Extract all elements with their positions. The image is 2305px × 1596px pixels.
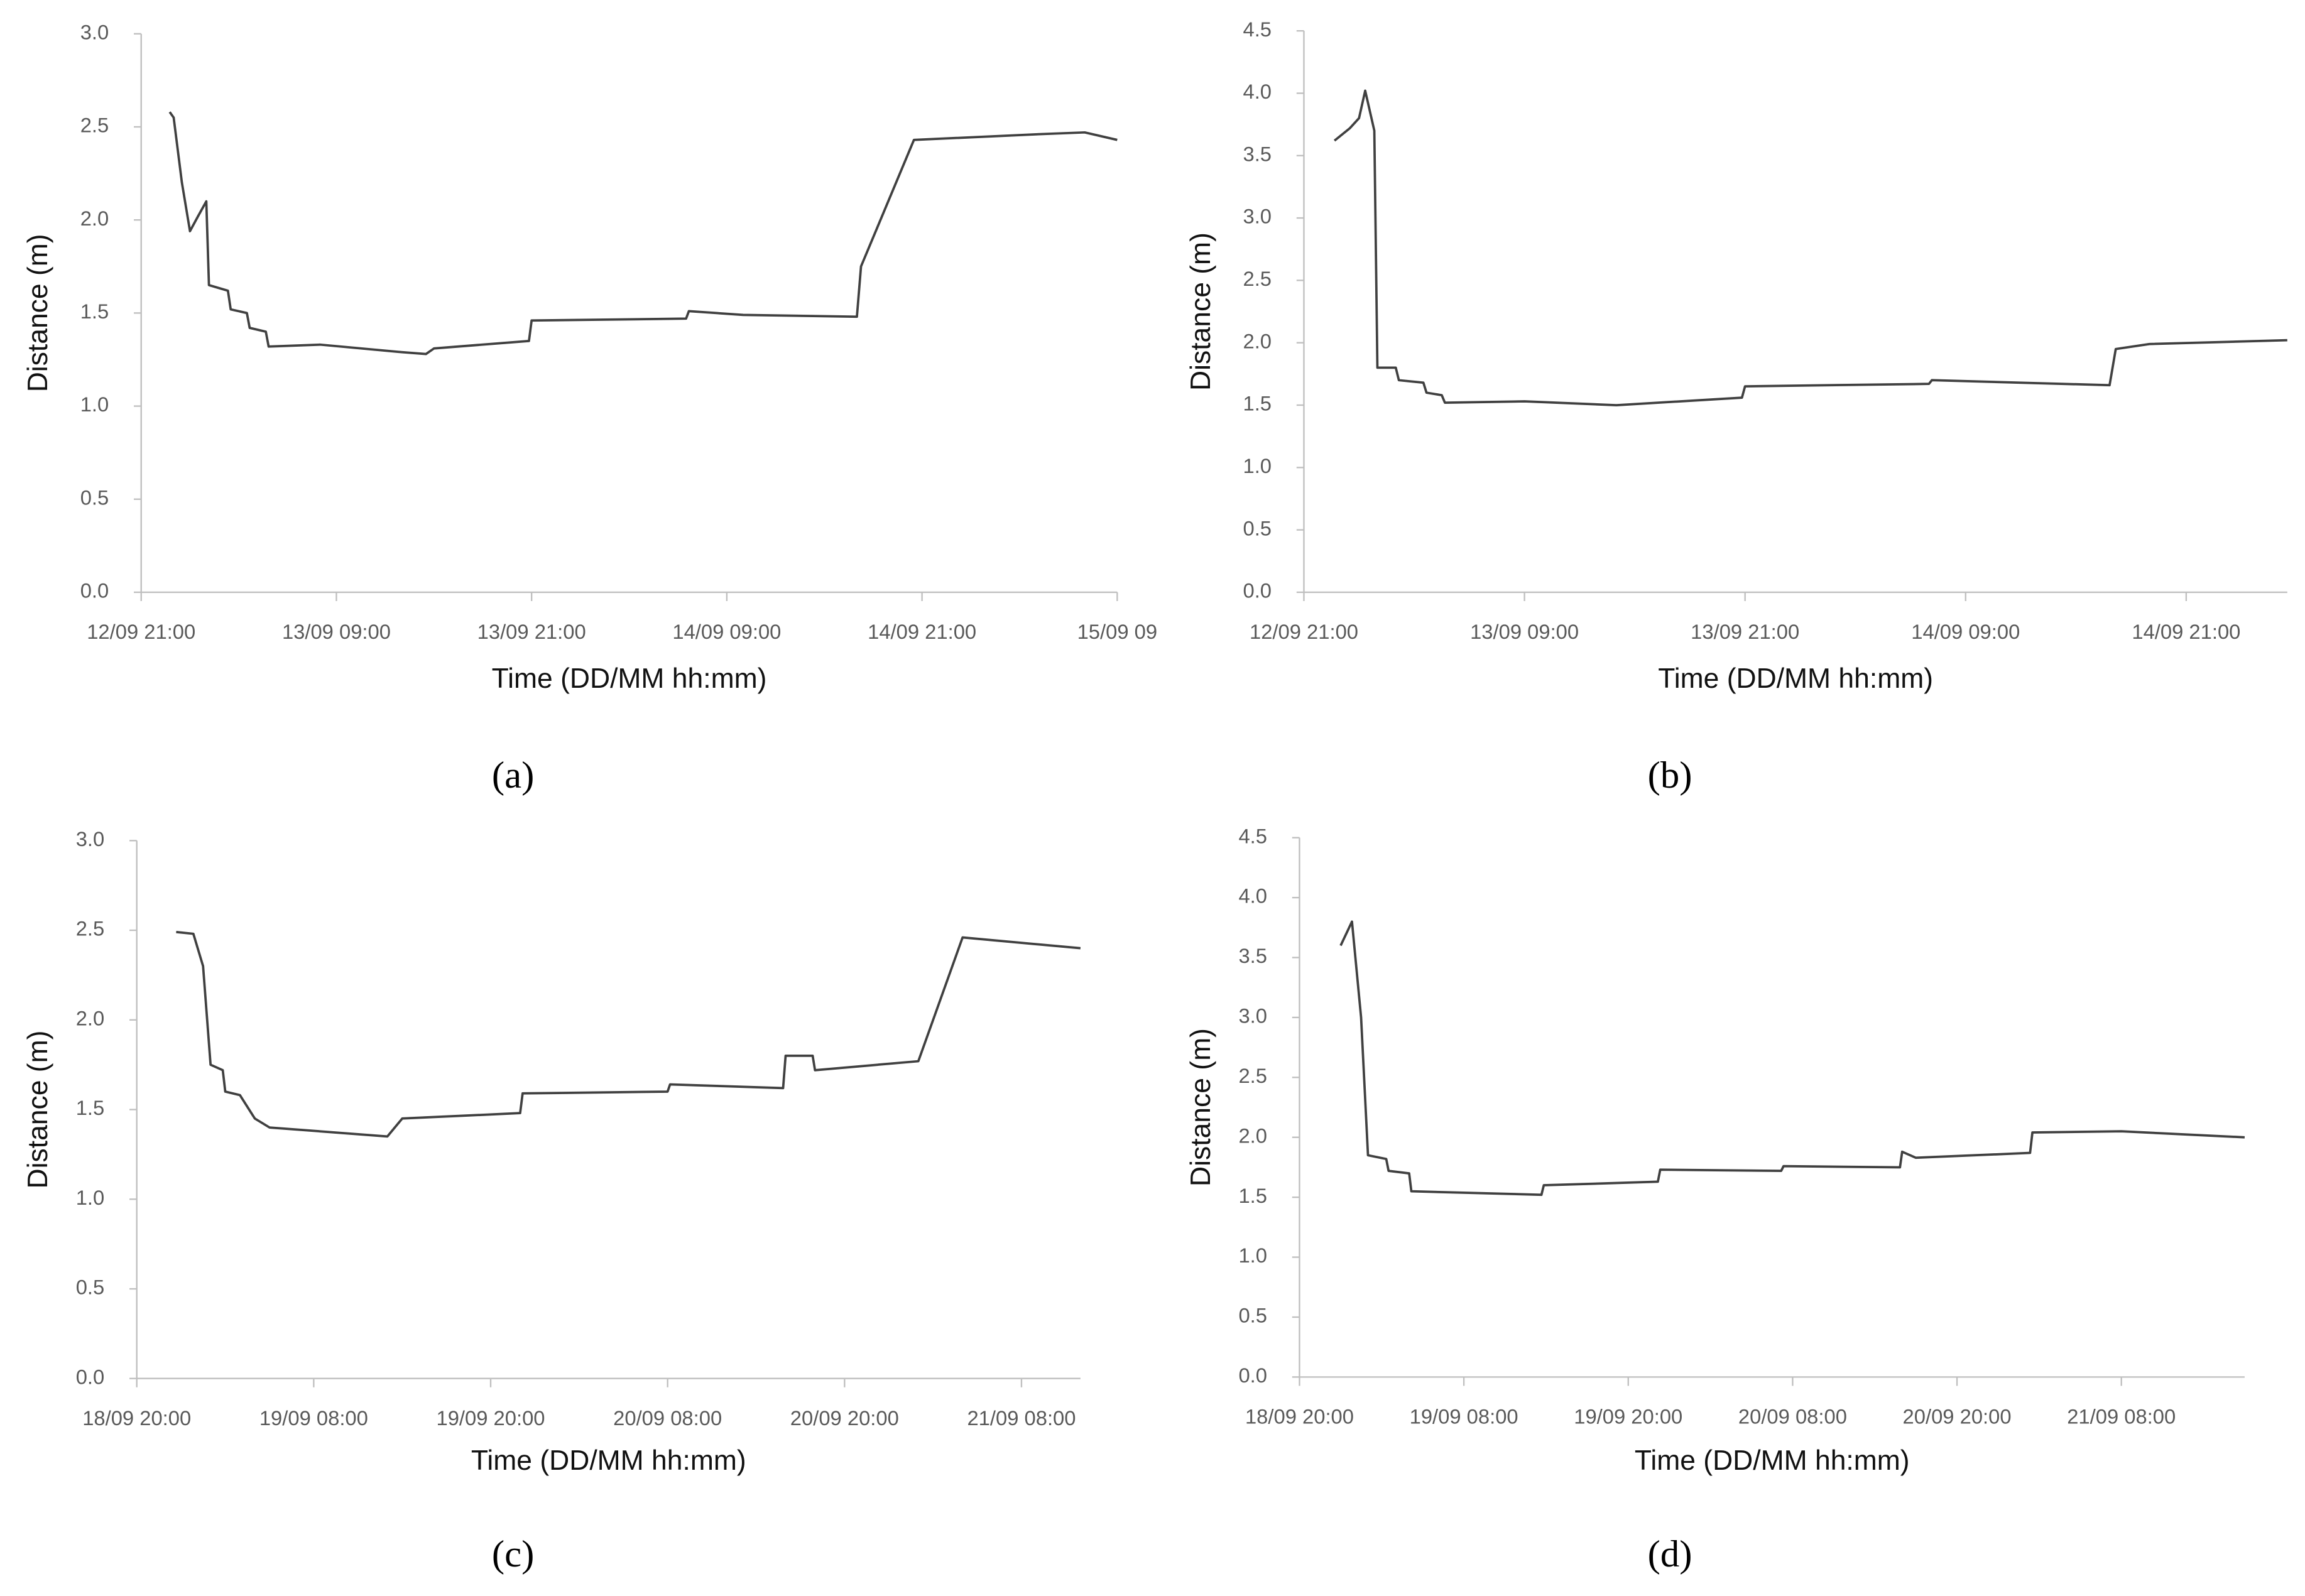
x-tick-label: 13/09 21:00 xyxy=(477,620,586,643)
panel-label: (c) xyxy=(492,1533,535,1575)
x-tick-label: 19/09 20:00 xyxy=(437,1406,545,1430)
x-tick-label: 13/09 21:00 xyxy=(1691,620,1799,643)
y-tick-label: 2.5 xyxy=(1243,267,1272,290)
x-axis-title: Time (DD/MM hh:mm) xyxy=(471,1445,746,1476)
x-tick-label: 15/09 09 xyxy=(1077,620,1157,643)
panel-label: (b) xyxy=(1648,754,1692,796)
y-tick-label: 2.0 xyxy=(76,1006,105,1029)
data-line xyxy=(1339,920,2245,1197)
x-tick-label: 14/09 21:00 xyxy=(2132,620,2240,643)
x-tick-label: 18/09 20:00 xyxy=(1245,1405,1354,1428)
y-tick-label: 1.5 xyxy=(1243,392,1272,415)
y-tick-label: 1.0 xyxy=(1238,1244,1267,1267)
y-axis-title: Distance (m) xyxy=(23,234,53,392)
y-tick-label: 0.0 xyxy=(1243,579,1272,602)
x-tick-label: 12/09 21:00 xyxy=(87,620,195,643)
y-axis-title: Distance (m) xyxy=(23,1031,53,1189)
y-tick-label: 3.5 xyxy=(1243,142,1272,165)
x-tick-label: 20/09 20:00 xyxy=(1903,1405,2012,1428)
y-tick-label: 0.0 xyxy=(80,579,109,602)
panel-label: (d) xyxy=(1648,1533,1692,1575)
x-tick-label: 20/09 08:00 xyxy=(613,1406,722,1430)
y-tick-label: 0.5 xyxy=(80,486,109,509)
y-tick-label: 1.0 xyxy=(80,393,109,416)
x-tick-label: 21/09 08:00 xyxy=(2067,1405,2176,1428)
x-tick-label: 18/09 20:00 xyxy=(82,1406,191,1430)
y-tick-label: 3.0 xyxy=(1238,1004,1267,1028)
x-tick-label: 19/09 08:00 xyxy=(1410,1405,1518,1428)
y-tick-label: 2.5 xyxy=(76,917,105,940)
y-tick-label: 4.0 xyxy=(1243,80,1272,103)
x-tick-label: 13/09 09:00 xyxy=(1470,620,1579,643)
y-tick-label: 3.0 xyxy=(1243,205,1272,228)
y-tick-label: 0.0 xyxy=(76,1365,105,1388)
y-tick-label: 3.5 xyxy=(1238,944,1267,967)
y-tick-label: 1.5 xyxy=(80,300,109,323)
x-tick-label: 19/09 20:00 xyxy=(1574,1405,1682,1428)
x-tick-label: 12/09 21:00 xyxy=(1250,620,1358,643)
y-tick-label: 4.5 xyxy=(1243,18,1272,41)
panel-label: (a) xyxy=(492,754,535,796)
data-line xyxy=(168,111,1118,356)
x-axis-title: Time (DD/MM hh:mm) xyxy=(492,663,767,694)
x-axis-title: Time (DD/MM hh:mm) xyxy=(1658,663,1933,694)
y-tick-label: 2.5 xyxy=(1238,1064,1267,1087)
x-axis-title: Time (DD/MM hh:mm) xyxy=(1635,1445,1910,1476)
y-tick-label: 0.5 xyxy=(1243,516,1272,540)
y-axis-title: Distance (m) xyxy=(1185,232,1216,391)
y-tick-label: 3.0 xyxy=(76,827,105,850)
x-tick-label: 20/09 08:00 xyxy=(1738,1405,1847,1428)
y-tick-label: 4.5 xyxy=(1238,824,1267,847)
y-tick-label: 0.5 xyxy=(1238,1304,1267,1327)
x-tick-label: 14/09 21:00 xyxy=(868,620,976,643)
y-tick-label: 2.0 xyxy=(1243,329,1272,352)
y-tick-label: 1.5 xyxy=(1238,1184,1267,1207)
x-tick-label: 21/09 08:00 xyxy=(967,1406,1076,1430)
x-tick-label: 14/09 09:00 xyxy=(1911,620,2020,643)
x-tick-label: 20/09 20:00 xyxy=(790,1406,899,1430)
y-axis-title: Distance (m) xyxy=(1185,1028,1216,1186)
y-tick-label: 4.0 xyxy=(1238,884,1267,908)
y-tick-label: 2.5 xyxy=(80,114,109,137)
y-tick-label: 0.0 xyxy=(1238,1364,1267,1387)
y-tick-label: 2.0 xyxy=(1238,1124,1267,1147)
x-tick-label: 13/09 09:00 xyxy=(282,620,391,643)
y-tick-label: 0.5 xyxy=(76,1276,105,1299)
y-tick-label: 2.0 xyxy=(80,207,109,230)
y-tick-label: 1.0 xyxy=(76,1186,105,1209)
y-tick-label: 1.5 xyxy=(76,1096,105,1119)
data-line xyxy=(1333,89,2287,406)
y-tick-label: 1.0 xyxy=(1243,454,1272,477)
data-line xyxy=(176,931,1081,1138)
y-tick-label: 3.0 xyxy=(80,20,109,43)
x-tick-label: 19/09 08:00 xyxy=(259,1406,368,1430)
x-tick-label: 14/09 09:00 xyxy=(672,620,781,643)
